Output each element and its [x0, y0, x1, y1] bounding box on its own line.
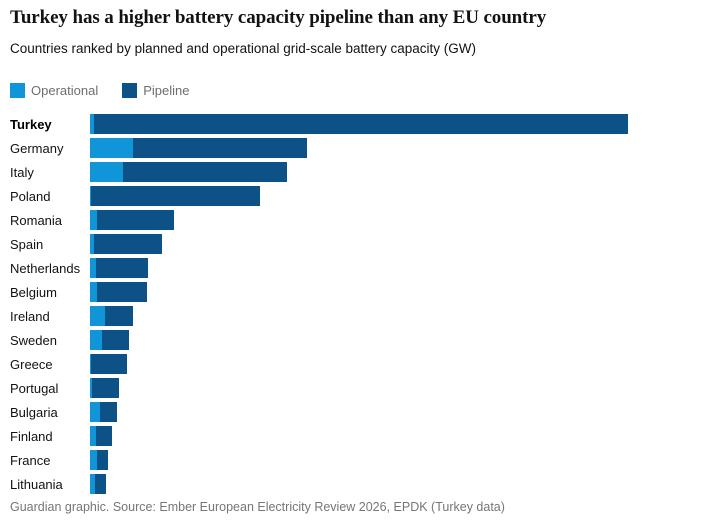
bar-track — [90, 258, 149, 278]
chart-subtitle: Countries ranked by planned and operatio… — [10, 41, 476, 56]
pipeline-segment — [100, 402, 117, 422]
country-label: Sweden — [10, 332, 57, 348]
bar-row: Poland — [0, 184, 722, 208]
pipeline-segment — [94, 234, 162, 254]
country-label: Portugal — [10, 380, 59, 396]
country-label: Lithuania — [10, 476, 63, 492]
country-label: Ireland — [10, 308, 50, 324]
operational-segment — [90, 162, 123, 182]
bar-row: Portugal — [0, 376, 722, 400]
country-label: Turkey — [10, 116, 52, 132]
country-label: Belgium — [10, 284, 57, 300]
operational-segment — [90, 306, 105, 326]
operational-segment — [90, 402, 101, 422]
country-label: France — [10, 452, 51, 468]
operational-segment — [90, 354, 91, 374]
operational-segment — [90, 186, 91, 206]
operational-segment — [90, 450, 98, 470]
pipeline-segment — [97, 450, 108, 470]
legend-item-pipeline: Pipeline — [122, 83, 189, 98]
bar-track — [90, 138, 307, 158]
pipeline-segment — [95, 474, 106, 494]
source-note: Guardian graphic. Source: Ember European… — [10, 500, 505, 514]
operational-segment — [90, 282, 98, 302]
legend-label-pipeline: Pipeline — [143, 83, 190, 98]
bar-row: Finland — [0, 424, 722, 448]
country-label: Bulgaria — [10, 404, 58, 420]
bar-track — [90, 162, 288, 182]
bar-track — [90, 474, 106, 494]
bar-row: France — [0, 448, 722, 472]
bar-row: Lithuania — [0, 472, 722, 496]
bar-row: Belgium — [0, 280, 722, 304]
country-label: Spain — [10, 236, 44, 252]
legend-label-operational: Operational — [31, 83, 99, 98]
operational-segment — [90, 330, 102, 350]
bar-row: Ireland — [0, 304, 722, 328]
pipeline-segment — [97, 282, 147, 302]
legend: Operational Pipeline — [10, 83, 189, 98]
operational-segment — [90, 378, 93, 398]
country-label: Italy — [10, 164, 34, 180]
bar-track — [90, 330, 129, 350]
bar-chart: Turkey Germany Italy Poland Romania Spain Neth… — [0, 112, 722, 496]
country-label: Germany — [10, 140, 64, 156]
operational-segment — [90, 234, 95, 254]
bar-track — [90, 186, 260, 206]
country-label: Netherlands — [10, 260, 81, 276]
chart-title: Turkey has a higher battery capacity pip… — [10, 7, 547, 28]
bar-row: Romania — [0, 208, 722, 232]
bar-track — [90, 282, 147, 302]
bar-track — [90, 450, 108, 470]
pipeline-segment — [94, 114, 628, 134]
pipeline-segment — [122, 162, 288, 182]
bar-track — [90, 378, 120, 398]
pipeline-segment — [90, 186, 260, 206]
operational-segment — [90, 474, 96, 494]
country-label: Finland — [10, 428, 53, 444]
operational-segment — [90, 258, 96, 278]
bar-row: Turkey — [0, 112, 722, 136]
operational-segment — [90, 138, 134, 158]
pipeline-segment — [92, 378, 120, 398]
bar-row: Italy — [0, 160, 722, 184]
country-label: Poland — [10, 188, 51, 204]
legend-item-operational: Operational — [10, 83, 98, 98]
pipeline-segment — [90, 354, 127, 374]
country-label: Greece — [10, 356, 53, 372]
bar-track — [90, 114, 628, 134]
pipeline-swatch-icon — [122, 83, 138, 98]
pipeline-segment — [101, 330, 129, 350]
bar-track — [90, 354, 127, 374]
operational-segment — [90, 114, 95, 134]
operational-segment — [90, 210, 98, 230]
pipeline-segment — [104, 306, 134, 326]
country-label: Romania — [10, 212, 63, 228]
bar-row: Bulgaria — [0, 400, 722, 424]
pipeline-segment — [97, 210, 174, 230]
operational-segment — [90, 426, 96, 446]
pipeline-segment — [95, 426, 113, 446]
bar-track — [90, 426, 113, 446]
bar-track — [90, 306, 134, 326]
pipeline-segment — [95, 258, 149, 278]
bar-row: Spain — [0, 232, 722, 256]
bar-row: Netherlands — [0, 256, 722, 280]
bar-row: Sweden — [0, 328, 722, 352]
operational-swatch-icon — [10, 83, 25, 98]
bar-row: Greece — [0, 352, 722, 376]
pipeline-segment — [133, 138, 307, 158]
bar-track — [90, 234, 162, 254]
bar-track — [90, 402, 117, 422]
bar-row: Germany — [0, 136, 722, 160]
bar-track — [90, 210, 174, 230]
